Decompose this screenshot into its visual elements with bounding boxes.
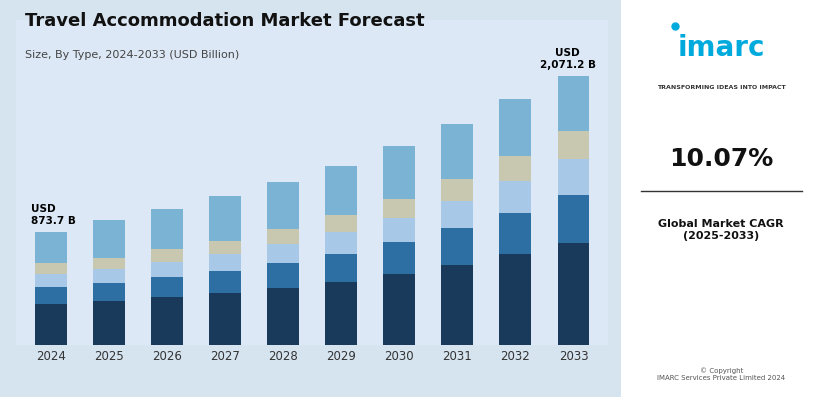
Text: Travel Accommodation Market Forecast: Travel Accommodation Market Forecast (25, 12, 424, 30)
Text: Global Market CAGR
(2025-2033): Global Market CAGR (2025-2033) (658, 220, 784, 241)
Bar (267, 263, 299, 288)
Bar (441, 201, 473, 228)
Bar (441, 124, 473, 179)
Bar (383, 146, 415, 198)
Text: © Copyright
IMARC Services Private Limited 2024: © Copyright IMARC Services Private Limit… (658, 368, 785, 381)
Bar (94, 283, 125, 301)
Bar (151, 277, 183, 297)
Bar (383, 274, 415, 345)
Bar (500, 156, 531, 181)
Bar (210, 293, 242, 345)
Bar (326, 254, 358, 281)
Bar (267, 182, 299, 229)
Bar (557, 76, 589, 131)
Bar (151, 209, 183, 249)
Bar (557, 159, 589, 195)
Text: USD
2,071.2 B: USD 2,071.2 B (540, 48, 596, 70)
Bar (500, 212, 531, 254)
Bar (94, 269, 125, 283)
Bar (151, 297, 183, 345)
Bar (267, 229, 299, 245)
Bar (35, 231, 67, 263)
Bar (151, 249, 183, 262)
Text: imarc: imarc (677, 34, 765, 62)
Text: Size, By Type, 2024-2033 (USD Billion): Size, By Type, 2024-2033 (USD Billion) (25, 50, 239, 60)
Text: USD
873.7 B: USD 873.7 B (31, 204, 76, 226)
Bar (441, 265, 473, 345)
Bar (267, 245, 299, 263)
Bar (383, 242, 415, 274)
Bar (35, 274, 67, 287)
Bar (210, 241, 242, 254)
Bar (441, 228, 473, 265)
Bar (267, 288, 299, 345)
Bar (326, 166, 358, 216)
Text: 10.07%: 10.07% (669, 147, 774, 171)
Bar (35, 287, 67, 304)
Bar (500, 254, 531, 345)
Bar (35, 304, 67, 345)
Legend: Hotels, Hostels, Resorts, Vacation Rentals, Others: Hotels, Hostels, Resorts, Vacation Renta… (119, 393, 506, 397)
Bar (210, 254, 242, 271)
Bar (94, 301, 125, 345)
Bar (210, 196, 242, 241)
Bar (500, 181, 531, 212)
Bar (557, 195, 589, 243)
Bar (94, 220, 125, 258)
Bar (94, 258, 125, 269)
Bar (35, 263, 67, 274)
Bar (326, 232, 358, 254)
Bar (383, 218, 415, 242)
Bar (441, 179, 473, 201)
Bar (326, 281, 358, 345)
Text: TRANSFORMING IDEAS INTO IMPACT: TRANSFORMING IDEAS INTO IMPACT (657, 85, 786, 90)
Bar (151, 262, 183, 277)
Bar (557, 131, 589, 159)
Bar (557, 243, 589, 345)
Bar (210, 271, 242, 293)
Bar (383, 198, 415, 218)
Bar (326, 216, 358, 232)
Bar (500, 99, 531, 156)
